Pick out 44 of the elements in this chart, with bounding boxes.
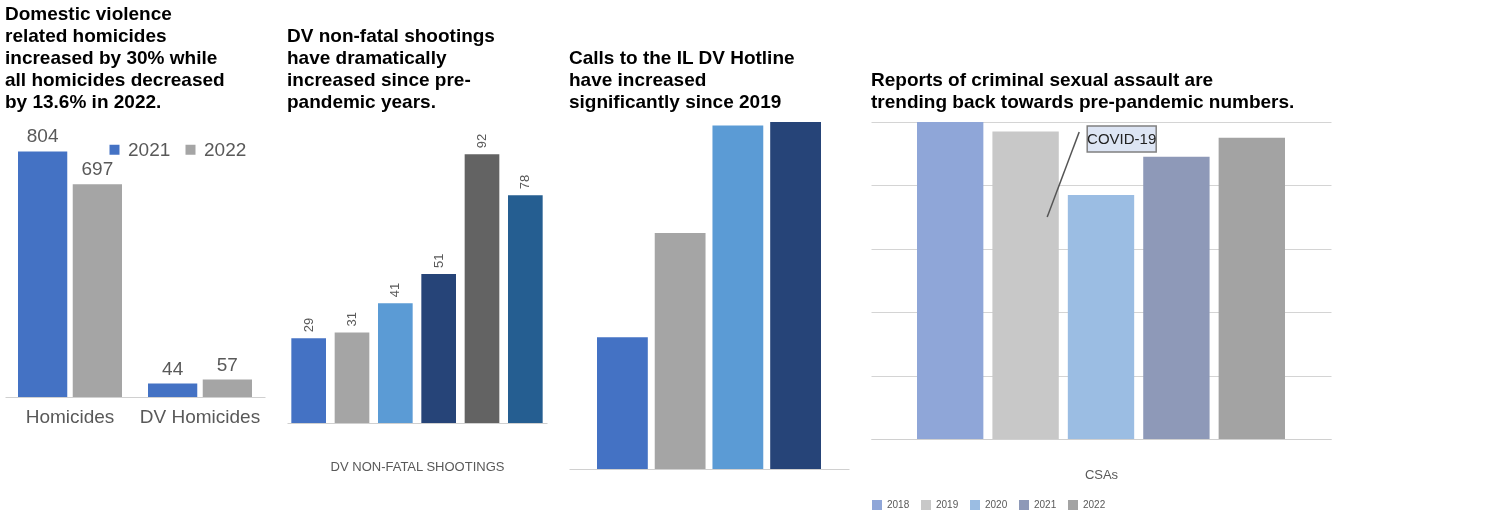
x-axis-title: DV NON-FATAL SHOOTINGS — [330, 458, 505, 474]
legend-label: 2021 — [128, 138, 171, 160]
bar — [1067, 194, 1135, 439]
bar — [148, 383, 198, 397]
data-label: 804 — [26, 125, 59, 147]
data-label: 92 — [474, 133, 489, 149]
bar — [18, 151, 68, 397]
bar — [508, 195, 543, 423]
data-label: 29 — [300, 317, 316, 333]
data-label: 41 — [387, 282, 403, 298]
bar — [421, 274, 456, 423]
data-label: 78 — [517, 174, 533, 190]
x-tick-label: DV Homicides — [139, 405, 261, 427]
bar — [1218, 137, 1285, 439]
bar — [597, 337, 648, 469]
bar — [378, 303, 413, 423]
chart-title: Reports of criminal sexual assault are trending back towards pre-pandemic numbers. — [871, 69, 1295, 112]
legend-label: 2020 — [985, 499, 1008, 510]
data-label: 57 — [216, 353, 238, 375]
chart-title: DV non-fatal shootings have dramatically increased since pre-pandemic years. — [287, 25, 495, 112]
legend-label: 2021 — [1034, 499, 1057, 510]
legend-label: 2018 — [887, 499, 910, 510]
bar — [202, 379, 252, 397]
annotation: COVID-19 — [1087, 130, 1157, 147]
legend-label: 2019 — [936, 499, 959, 510]
data-label: 31 — [344, 311, 359, 327]
legend-label: 2022 — [204, 138, 247, 160]
data-label: 51 — [430, 253, 446, 269]
data-label: 44 — [162, 357, 184, 379]
chart-title: Calls to the IL DV Hotline have increased significantly since 2019 — [569, 47, 795, 112]
bar — [712, 125, 764, 469]
x-axis-title: CSAs — [1084, 466, 1119, 482]
bar — [1143, 156, 1210, 439]
chart-title: Domestic violence related homicides increased by 30% while all homicides decreased by 13.6% in 2022. — [5, 3, 225, 112]
bar — [917, 122, 984, 439]
bar — [334, 332, 370, 423]
bar — [654, 233, 706, 469]
legend-label: 2022 — [1083, 499, 1106, 510]
bar — [72, 184, 122, 397]
data-label: 697 — [81, 158, 114, 180]
bar — [770, 122, 821, 469]
bar — [464, 154, 500, 423]
bar — [291, 338, 326, 423]
x-tick-label: Homicides — [25, 405, 115, 427]
